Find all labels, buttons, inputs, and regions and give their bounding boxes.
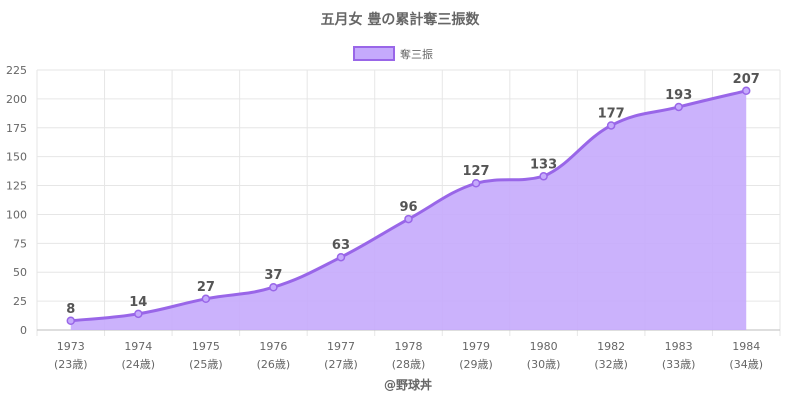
data-label: 207 (733, 72, 760, 87)
x-age-label: (33歳) (662, 358, 696, 371)
data-label: 127 (462, 164, 489, 179)
y-tick-label: 150 (6, 151, 27, 164)
x-tick-label: 1983 (665, 340, 693, 353)
y-tick-label: 50 (13, 266, 27, 279)
y-tick-label: 100 (6, 208, 27, 221)
data-label: 177 (598, 106, 625, 121)
legend-label: 奪三振 (400, 47, 433, 61)
x-tick-label: 1974 (124, 340, 152, 353)
data-label: 8 (66, 302, 75, 317)
data-label: 193 (665, 88, 692, 103)
data-label: 37 (264, 268, 282, 283)
data-point[interactable] (404, 214, 413, 224)
data-label: 96 (399, 200, 417, 215)
x-age-label: (23歳) (54, 358, 88, 371)
data-point[interactable] (741, 86, 751, 96)
data-point[interactable] (134, 309, 143, 319)
x-age-label: (30歳) (527, 358, 561, 371)
data-label: 63 (332, 238, 350, 253)
x-age-label: (25歳) (189, 358, 223, 371)
x-age-label: (27歳) (324, 358, 358, 371)
y-tick-label: 25 (13, 295, 27, 308)
data-point[interactable] (606, 121, 616, 130)
x-tick-label: 1984 (732, 340, 760, 353)
x-age-label: (26歳) (257, 358, 291, 371)
data-point[interactable] (201, 294, 211, 304)
y-tick-label: 225 (6, 64, 27, 77)
data-point[interactable] (674, 102, 683, 112)
legend-swatch (353, 46, 395, 61)
data-label: 133 (530, 157, 557, 172)
legend[interactable]: 奪三振 (353, 46, 433, 61)
x-age-label: (34歳) (729, 358, 763, 371)
y-tick-label: 125 (6, 180, 27, 193)
data-point[interactable] (336, 252, 346, 262)
x-tick-label: 1973 (57, 340, 85, 353)
y-tick-label: 75 (13, 237, 27, 250)
y-tick-label: 175 (6, 122, 27, 135)
data-label: 14 (129, 295, 147, 310)
y-tick-label: 200 (6, 93, 27, 106)
x-tick-label: 1976 (259, 340, 287, 353)
x-age-label: (29歳) (459, 358, 493, 371)
series-area-fill (70, 90, 747, 330)
data-point[interactable] (471, 178, 481, 188)
data-point[interactable] (66, 316, 76, 326)
labels-layer: 8 14 27 37 63 96 127 133 177 193 207 (66, 72, 760, 317)
y-tick-label: 0 (20, 324, 27, 337)
axis-layer: 0 25 50 75 100 125 150 175 200 225 1973 (23歳) 1974 (2… (6, 64, 763, 371)
x-tick-label: 1975 (192, 340, 220, 353)
x-age-label: (24歳) (122, 358, 156, 371)
data-point[interactable] (539, 172, 548, 181)
x-tick-label: 1977 (327, 340, 355, 353)
points-layer (66, 86, 751, 326)
data-label: 27 (197, 280, 215, 295)
x-age-label: (32歳) (594, 358, 628, 371)
x-tick-label: 1980 (530, 340, 558, 353)
x-tick-label: 1978 (395, 340, 423, 353)
x-tick-label: 1979 (462, 340, 490, 353)
chart-title: 五月女 豊の累計奪三振数 (321, 11, 481, 28)
chart-footer: @野球丼 (384, 377, 432, 392)
x-tick-label: 1982 (597, 340, 625, 353)
data-point[interactable] (269, 282, 278, 292)
x-age-label: (28歳) (392, 358, 426, 371)
